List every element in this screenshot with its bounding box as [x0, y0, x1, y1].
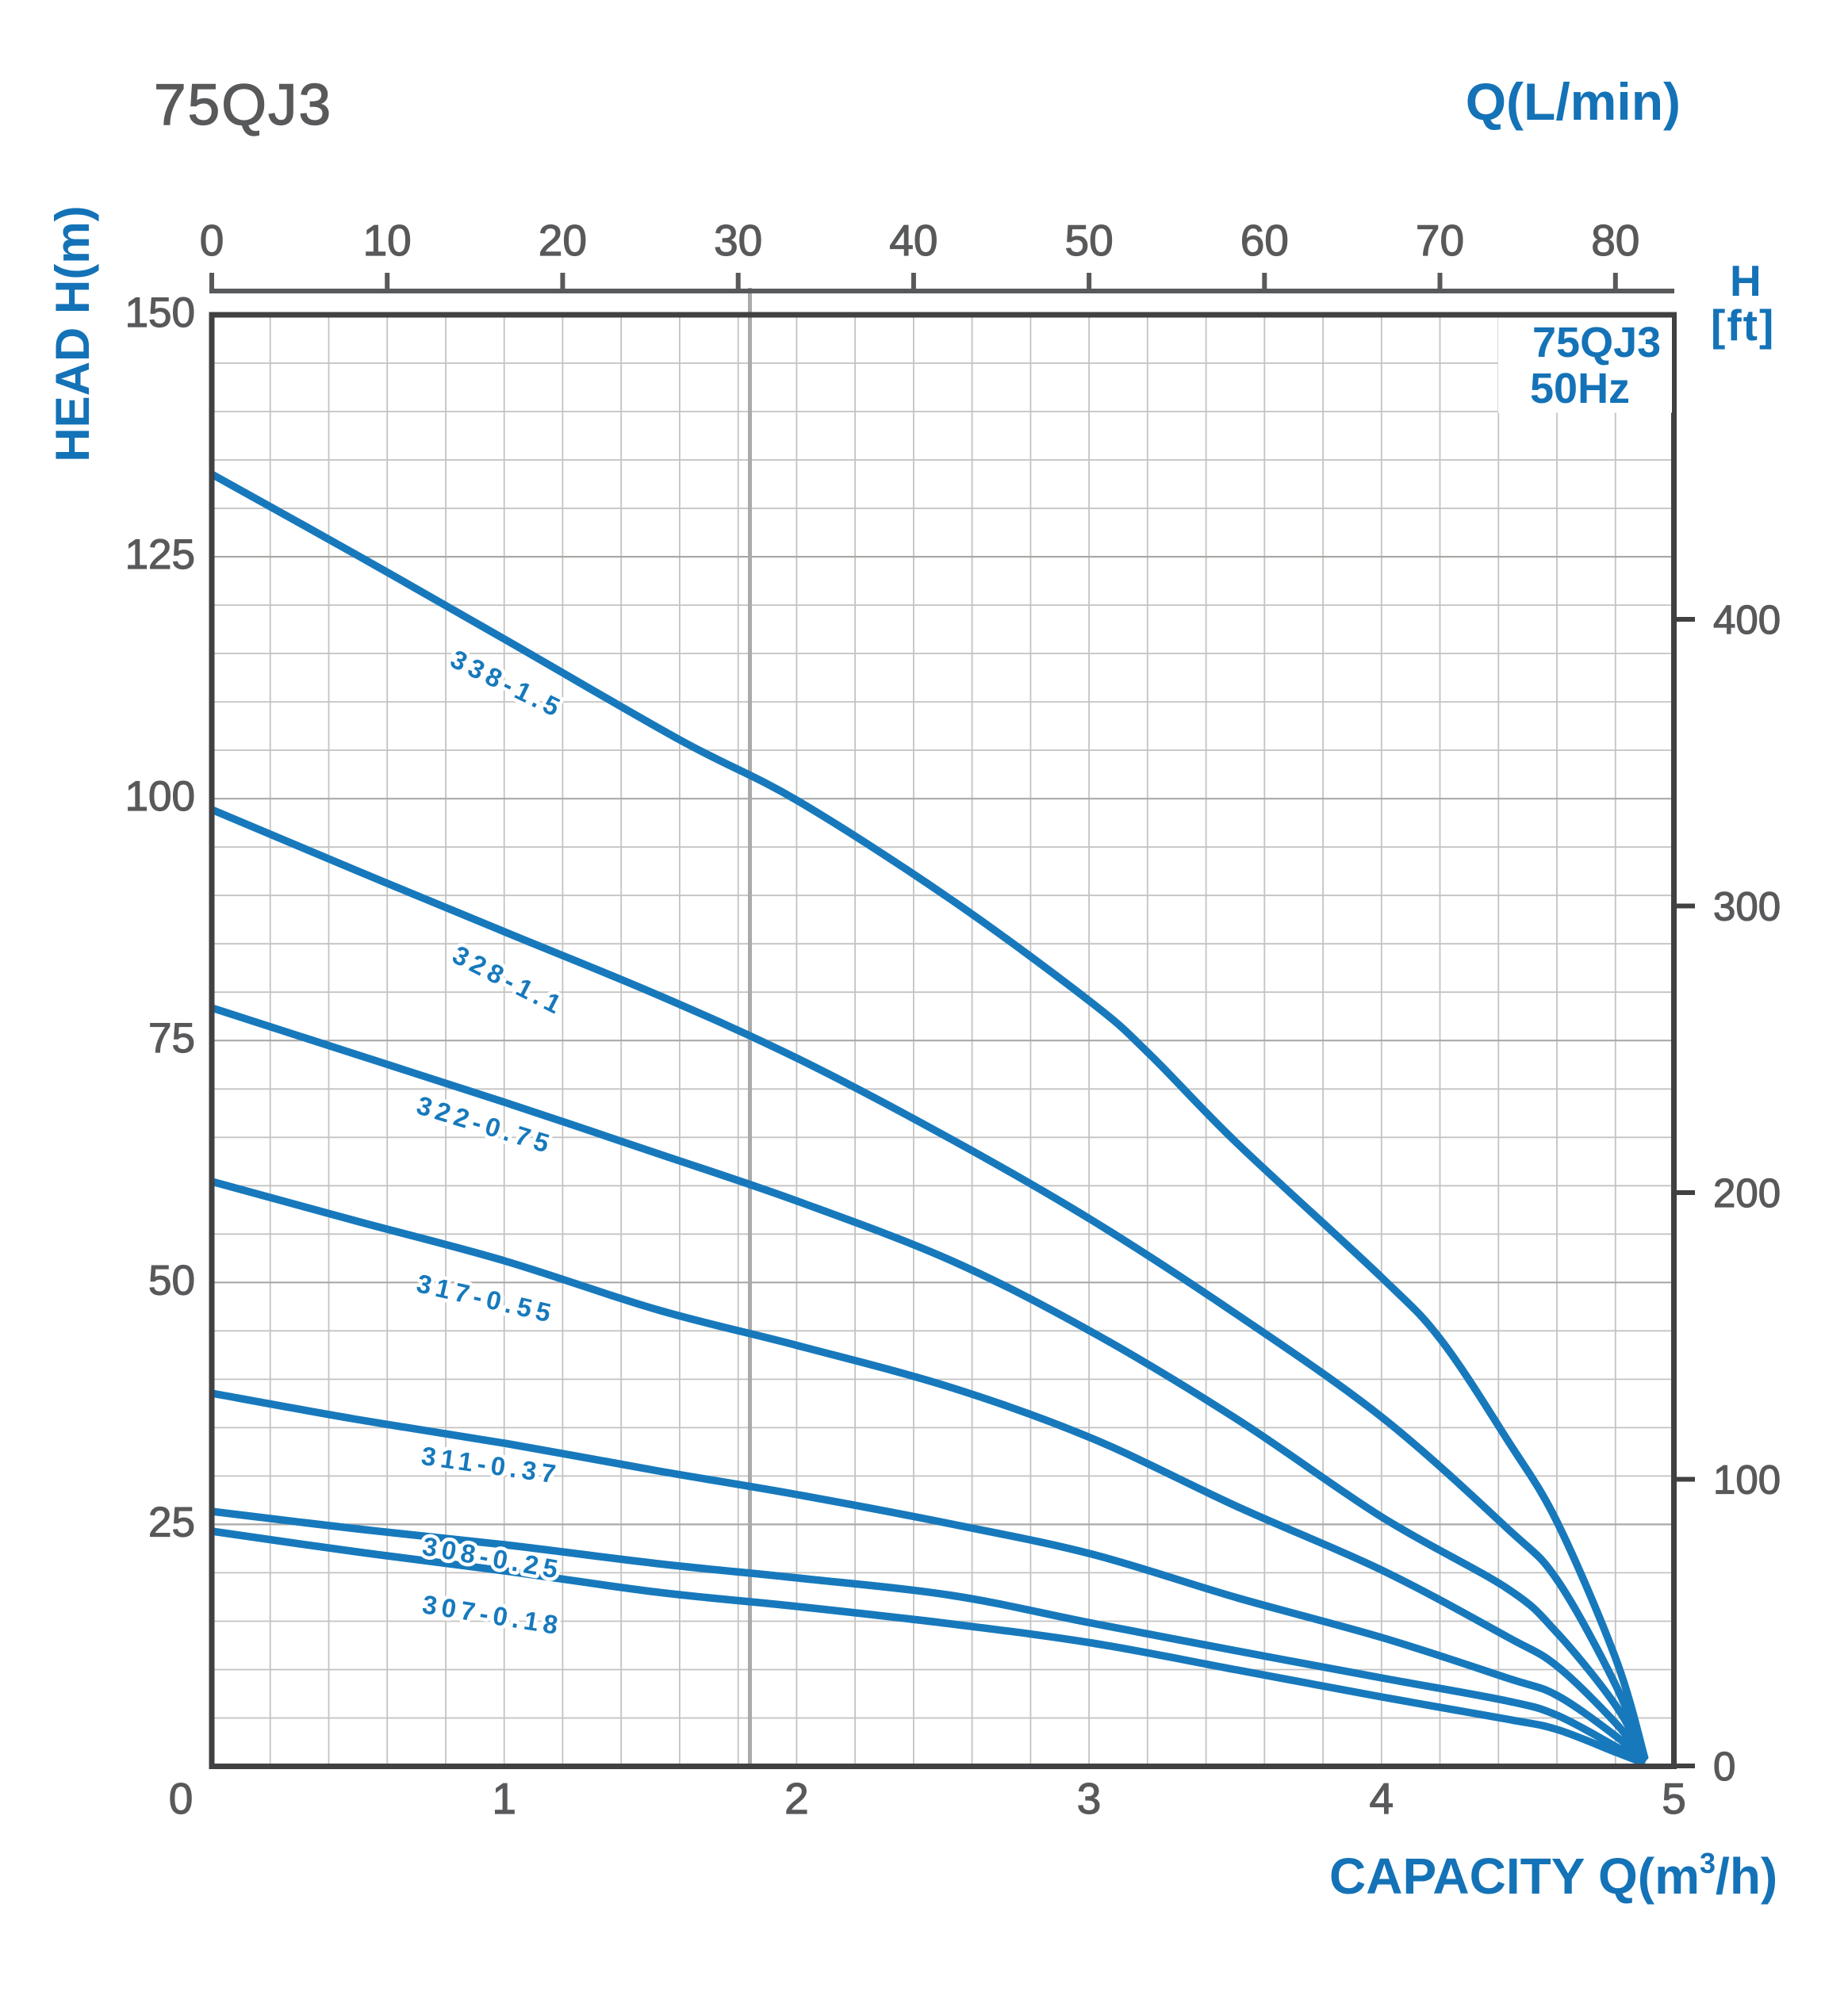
svg-text:100: 100: [1713, 1457, 1781, 1503]
svg-text:2: 2: [784, 1774, 809, 1823]
svg-text:25: 25: [148, 1499, 195, 1545]
svg-text:Q(L/min): Q(L/min): [1466, 72, 1681, 131]
svg-text:150: 150: [125, 289, 195, 336]
svg-text:70: 70: [1416, 216, 1464, 265]
svg-text:200: 200: [1713, 1170, 1781, 1216]
svg-text:HEAD H(m): HEAD H(m): [46, 205, 99, 462]
svg-text:30: 30: [714, 216, 762, 265]
svg-text:50: 50: [148, 1257, 195, 1304]
svg-text:75: 75: [148, 1015, 195, 1062]
svg-text:20: 20: [539, 216, 587, 265]
svg-text:50Hz: 50Hz: [1530, 365, 1630, 412]
svg-text:60: 60: [1240, 216, 1289, 265]
svg-text:125: 125: [125, 531, 195, 578]
svg-text:[ft]: [ft]: [1711, 301, 1775, 350]
svg-text:1: 1: [492, 1774, 516, 1823]
svg-text:3: 3: [1077, 1774, 1102, 1823]
svg-text:H: H: [1730, 256, 1762, 305]
svg-text:4: 4: [1370, 1774, 1394, 1823]
svg-text:400: 400: [1713, 597, 1781, 642]
svg-text:100: 100: [125, 773, 195, 820]
svg-text:50: 50: [1065, 216, 1114, 265]
svg-text:300: 300: [1713, 884, 1781, 929]
svg-text:75QJ3: 75QJ3: [154, 73, 332, 137]
svg-text:10: 10: [363, 216, 412, 265]
svg-text:80: 80: [1591, 216, 1639, 265]
svg-text:75QJ3: 75QJ3: [1532, 319, 1661, 366]
svg-text:5: 5: [1662, 1774, 1686, 1823]
svg-text:40: 40: [889, 216, 937, 265]
svg-text:0: 0: [169, 1774, 194, 1823]
svg-text:0: 0: [200, 216, 224, 265]
svg-text:0: 0: [1713, 1744, 1735, 1789]
